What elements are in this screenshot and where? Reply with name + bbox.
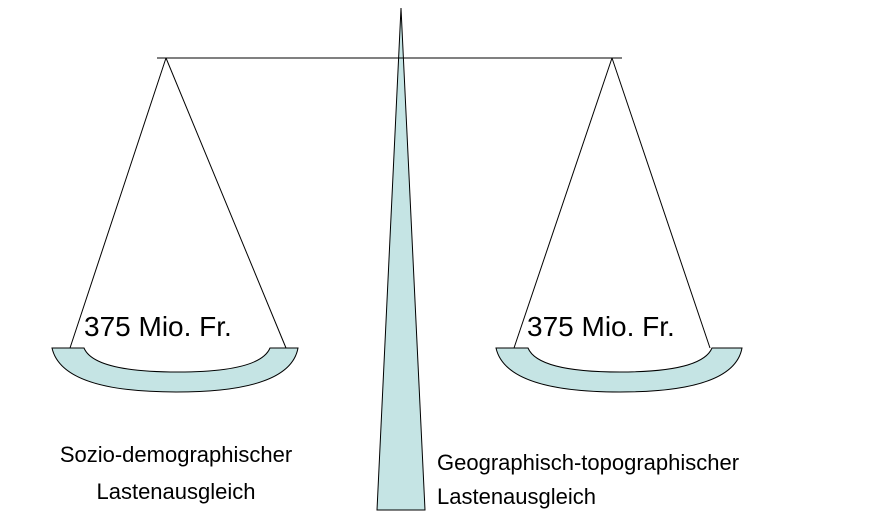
left-pan-bowl (51, 347, 299, 393)
left-caption-line1: Sozio-demographischer (60, 442, 292, 467)
right-pan-string-right (611, 57, 711, 349)
right-pan-bowl (495, 347, 743, 393)
right-pan-string-left (513, 57, 613, 349)
right-caption-line2: Lastenausgleich (437, 484, 596, 509)
scale-pillar (376, 7, 426, 511)
left-caption-line2: Lastenausgleich (96, 479, 255, 504)
left-pan-string-right (165, 57, 287, 349)
left-pan-string-left (69, 57, 167, 349)
right-caption-line1: Geographisch-topographischer (437, 450, 739, 475)
right-pan-amount: 375 Mio. Fr. (527, 311, 675, 342)
left-pan-amount: 375 Mio. Fr. (84, 311, 232, 342)
